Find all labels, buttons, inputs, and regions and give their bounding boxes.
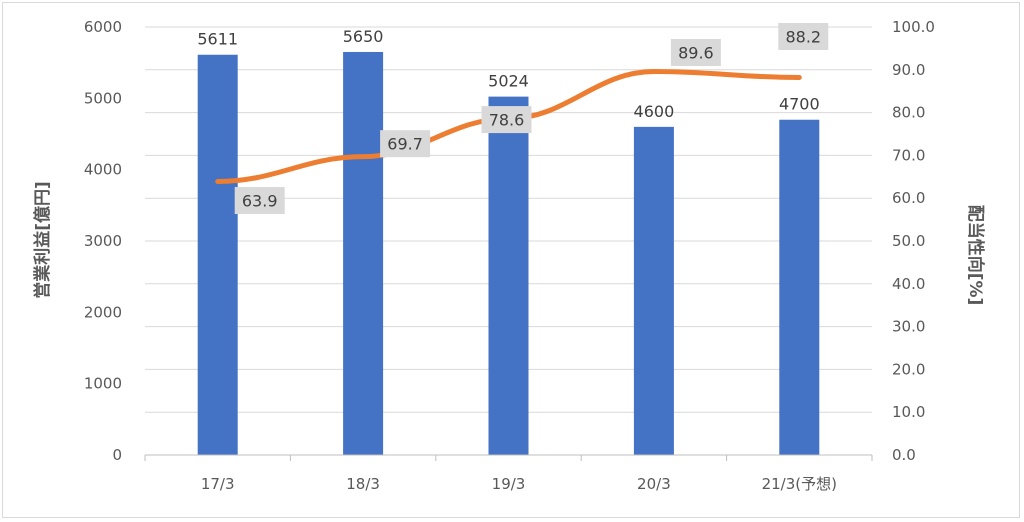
y2-tick-label: 30.0 (892, 318, 925, 336)
line-data-label: 78.6 (489, 111, 525, 130)
line-data-label: 69.7 (387, 135, 423, 154)
y2-tick-label: 90.0 (892, 61, 925, 79)
bar (633, 126, 674, 455)
line-data-label: 89.6 (678, 44, 714, 63)
y2-tick-label: 20.0 (892, 360, 925, 378)
y-tick-label: 2000 (84, 303, 122, 321)
y-tick-label: 5000 (84, 89, 122, 107)
y2-tick-label: 40.0 (892, 275, 925, 293)
data-labels: 5611 5650 5024 4600 4700 63.9 69.7 78.6 89.6 88.2 (197, 23, 829, 215)
line-data-label-box (670, 39, 721, 67)
y2-axis-title: 配当性向[%] (965, 205, 986, 306)
y-tick-label: 4000 (84, 161, 122, 179)
bar-data-label: 5024 (488, 72, 529, 91)
bar-data-label: 5650 (343, 27, 384, 46)
y2-tick-label: 80.0 (892, 104, 925, 122)
y2-tick-label: 10.0 (892, 403, 925, 421)
bar (488, 96, 529, 455)
y2-tick-label: 60.0 (892, 189, 925, 207)
x-tick-label: 19/3 (492, 475, 526, 493)
bar (779, 119, 820, 455)
x-tick-label: 17/3 (201, 475, 235, 493)
x-tick-label: 20/3 (637, 475, 671, 493)
bar (197, 54, 238, 456)
y2-tick-label: 100.0 (892, 18, 935, 36)
line-data-label: 88.2 (785, 28, 821, 47)
y2-tick-label: 50.0 (892, 232, 925, 250)
y-tick-label: 6000 (84, 18, 122, 36)
axis-ticks: 0 1000 2000 3000 4000 5000 6000 0.0 10.0 20.0 30.0… (84, 18, 935, 493)
line-data-label: 63.9 (242, 192, 278, 211)
bar-series (197, 51, 820, 456)
line-data-label-box (778, 23, 829, 51)
line-data-label-box (234, 187, 285, 215)
y2-tick-label: 0.0 (892, 446, 916, 464)
y2-tick-label: 70.0 (892, 146, 925, 164)
gridlines (145, 26, 872, 413)
x-axis (144, 454, 873, 461)
y-tick-label: 1000 (84, 375, 122, 393)
bar-data-label: 4700 (779, 95, 820, 114)
y-axis-title: 営業利益[億円] (32, 181, 53, 299)
y-tick-label: 0 (112, 446, 122, 464)
x-tick-label: 18/3 (346, 475, 380, 493)
bar-data-label: 5611 (197, 30, 238, 49)
bar-data-label: 4600 (634, 102, 675, 121)
line-data-label-box (481, 106, 532, 134)
line-data-label-box (380, 130, 431, 158)
y-tick-label: 3000 (84, 232, 122, 250)
x-tick-label: 21/3(予想) (762, 475, 837, 493)
bar (343, 51, 384, 455)
